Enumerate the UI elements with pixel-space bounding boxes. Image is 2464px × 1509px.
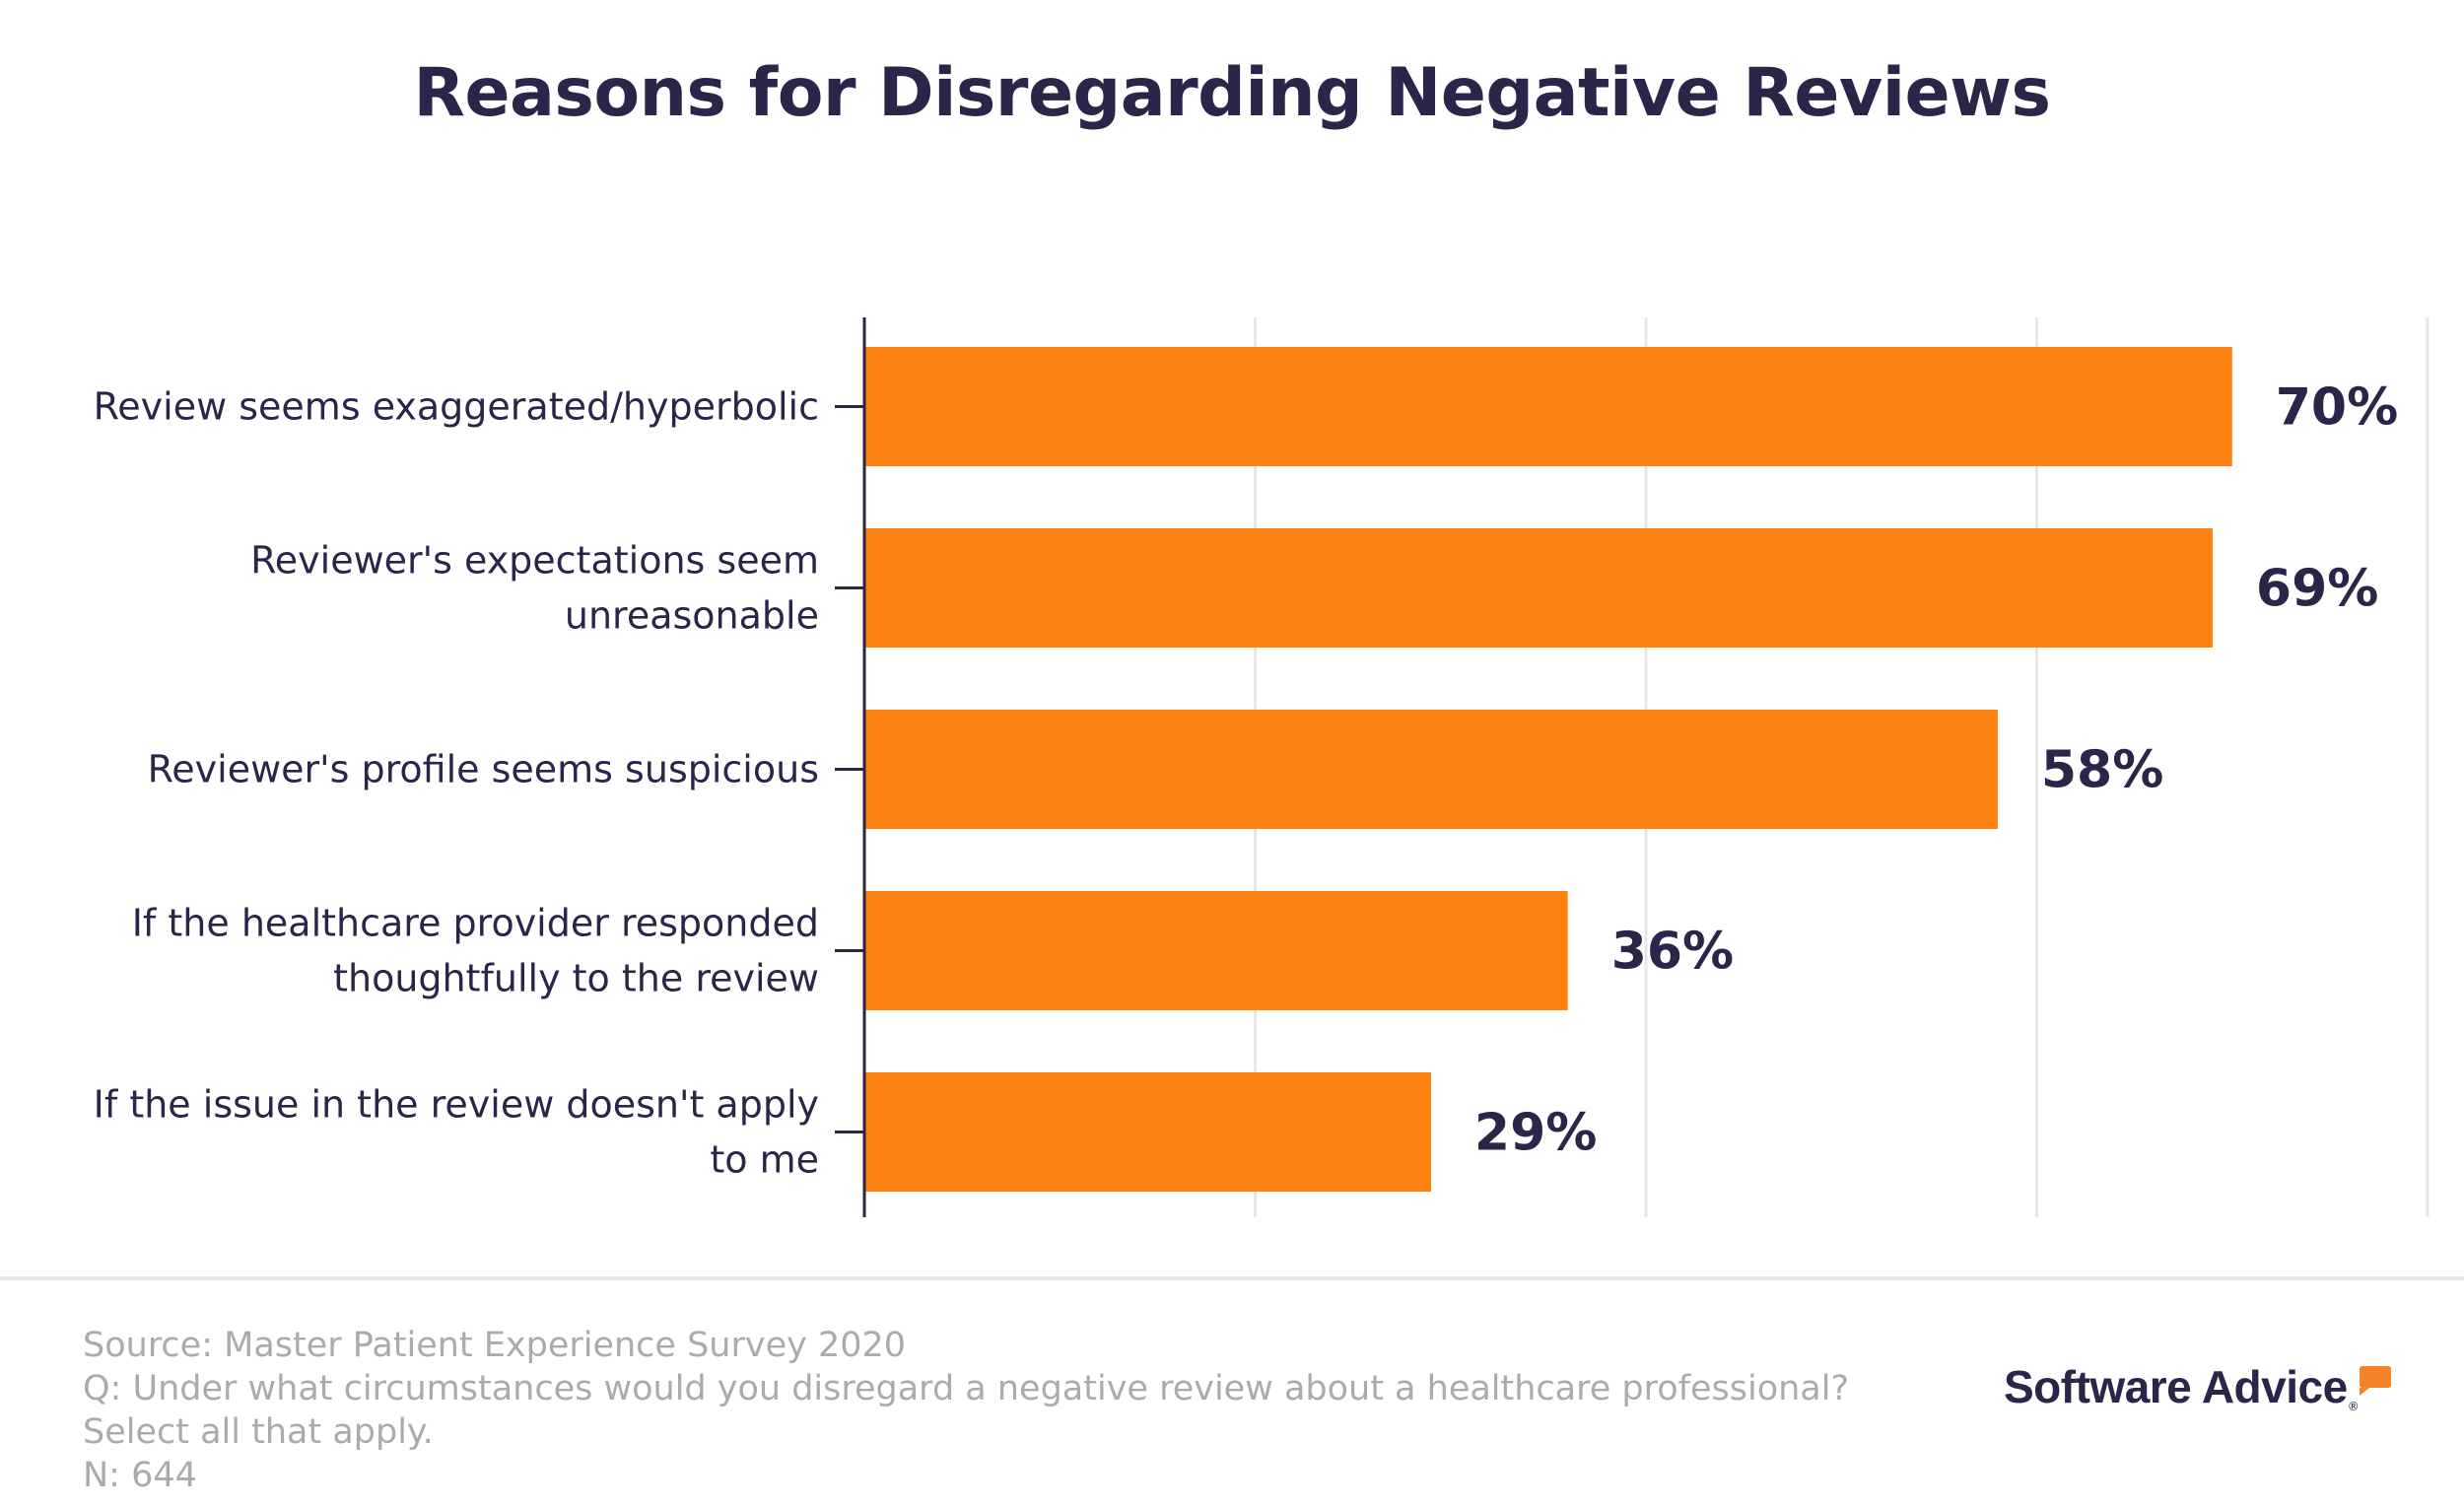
chart-title: Reasons for Disregarding Negative Review… <box>413 54 2051 132</box>
data-label: 58% <box>2041 741 2163 800</box>
category-label: If the issue in the review doesn't apply <box>94 1083 819 1127</box>
software-advice-logo: Software Advice ® <box>2004 1360 2391 1413</box>
bar <box>864 1072 1431 1192</box>
instruction-note: Select all that apply. <box>83 1412 434 1452</box>
data-label: 36% <box>1611 923 1734 982</box>
question-note: Q: Under what circumstances would you di… <box>83 1369 1850 1408</box>
category-label: Reviewer's profile seems suspicious <box>148 748 819 791</box>
category-label: to me <box>710 1138 819 1182</box>
footer-divider <box>0 1276 2464 1280</box>
source-note: Source: Master Patient Experience Survey… <box>83 1326 907 1365</box>
data-label: 70% <box>2276 378 2398 438</box>
category-label: Reviewer's expectations seem <box>250 539 819 583</box>
category-label: unreasonable <box>565 594 819 638</box>
bar <box>864 710 1998 829</box>
category-label: If the healthcare provider responded <box>132 902 819 945</box>
bar-chart: 70% Review seems exaggerated/hyperbolic 69… <box>94 317 2430 1217</box>
footer-notes: Source: Master Patient Experience Survey… <box>83 1324 1849 1497</box>
bar <box>864 891 1568 1010</box>
sample-size-note: N: 644 <box>83 1456 197 1495</box>
logo-registered-mark: ® <box>2347 1400 2360 1413</box>
category-label: Review seems exaggerated/hyperbolic <box>94 385 819 429</box>
data-label: 69% <box>2256 560 2378 619</box>
bar <box>864 528 2213 648</box>
category-label: thoughtfully to the review <box>333 957 819 1000</box>
data-label: 29% <box>1474 1104 1597 1163</box>
speech-bubble-icon <box>2359 1366 2391 1396</box>
bar <box>864 347 2232 466</box>
logo-text: Software Advice <box>2004 1361 2348 1412</box>
